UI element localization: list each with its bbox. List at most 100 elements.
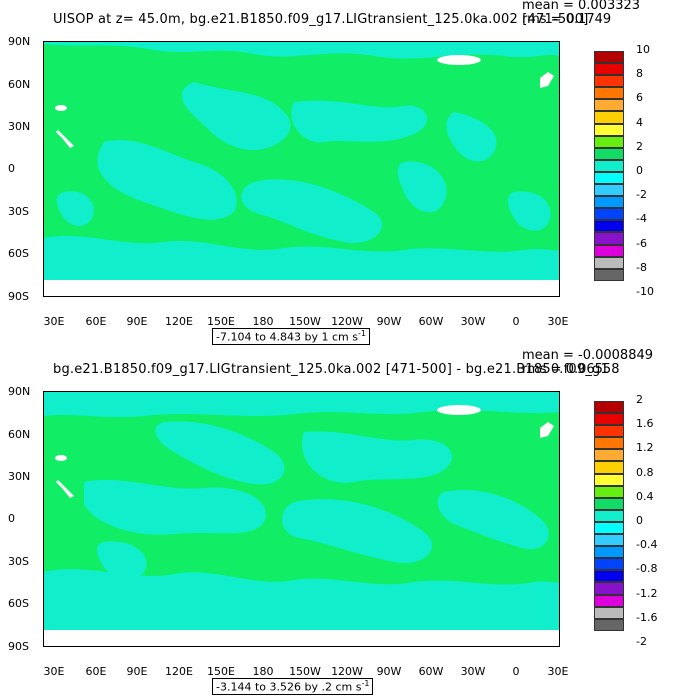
colorbar-swatch bbox=[594, 485, 624, 498]
colorbar-tick-label: 1.6 bbox=[636, 417, 654, 431]
colorbar-tick-label: -6 bbox=[636, 236, 647, 250]
lon-label: 150W bbox=[289, 315, 321, 328]
lat-label: 30N bbox=[8, 120, 31, 133]
lon-label: 0 bbox=[512, 315, 520, 328]
map-panel-difference: bg.e21.B1850.f09_g17.LIGtransient_125.0k… bbox=[0, 348, 700, 700]
colorbar-swatch bbox=[594, 256, 624, 269]
colorbar-tick-label: -4 bbox=[636, 212, 647, 226]
lon-label: 90W bbox=[376, 665, 402, 678]
lon-label: 30E bbox=[43, 665, 65, 678]
colorbar-swatch bbox=[594, 449, 624, 462]
colorbar-tick-label: 0.8 bbox=[636, 465, 654, 479]
colorbar-swatch bbox=[594, 123, 624, 136]
lat-label: 30N bbox=[8, 470, 31, 483]
lat-label: 60N bbox=[8, 78, 31, 91]
map-plot-area bbox=[43, 391, 560, 647]
panel-title: bg.e21.B1850.f09_g17.LIGtransient_125.0k… bbox=[53, 362, 609, 377]
colorbar-tick-label: -10 bbox=[636, 285, 654, 298]
colorbar-tick-label: 2 bbox=[636, 393, 643, 406]
lon-label: 180 bbox=[252, 665, 274, 678]
lon-label: 120W bbox=[331, 315, 363, 328]
field-map bbox=[44, 42, 559, 296]
lon-label: 30E bbox=[547, 315, 569, 328]
lat-label: 90N bbox=[8, 385, 31, 398]
lon-label: 0 bbox=[512, 665, 520, 678]
colorbar-swatch bbox=[594, 425, 624, 438]
lat-label: 30S bbox=[8, 555, 29, 568]
colorbar-tick-label: 0 bbox=[636, 514, 643, 527]
colorbar-tick-label: 0.4 bbox=[636, 489, 654, 503]
colorbar-swatch bbox=[594, 232, 624, 245]
lon-label: 150E bbox=[207, 315, 235, 328]
colorbar-tick-label: 4 bbox=[636, 115, 643, 129]
lat-label: 60S bbox=[8, 597, 29, 610]
colorbar-swatch bbox=[594, 461, 624, 474]
colorbar-tick-label: 2 bbox=[636, 139, 643, 153]
colorbar-swatch bbox=[594, 63, 624, 76]
colorbar-swatch bbox=[594, 401, 624, 414]
colorbar-swatch bbox=[594, 521, 624, 535]
colorbar-tick-label: 0 bbox=[636, 164, 643, 177]
lat-label: 0 bbox=[8, 162, 15, 175]
colorbar-swatch bbox=[594, 147, 624, 160]
colorbar-swatch bbox=[594, 51, 624, 64]
lon-label: 150E bbox=[207, 665, 235, 678]
lon-label: 60E bbox=[85, 665, 107, 678]
field-map bbox=[44, 392, 559, 646]
colorbar-swatch bbox=[594, 437, 624, 450]
mean-stat: mean = 0.003323 bbox=[522, 0, 641, 13]
colorbar-tick-label: 8 bbox=[636, 67, 643, 81]
rms-stat: rms = 0.06558 bbox=[522, 362, 620, 377]
lat-label: 60S bbox=[8, 247, 29, 260]
lon-label: 60W bbox=[418, 315, 444, 328]
colorbar-swatch bbox=[594, 413, 624, 426]
contour-range-label: -7.104 to 4.843 by 1 cm s-1 bbox=[212, 328, 370, 345]
colorbar-swatch bbox=[594, 75, 624, 88]
colorbar-swatch bbox=[594, 558, 624, 571]
colorbar-swatch bbox=[594, 534, 624, 547]
colorbar-swatch bbox=[594, 497, 624, 510]
colorbar-swatch bbox=[594, 135, 624, 148]
lat-label: 90S bbox=[8, 640, 29, 653]
colorbar bbox=[594, 51, 624, 281]
lat-label: 90N bbox=[8, 35, 31, 48]
colorbar-swatch bbox=[594, 196, 624, 209]
colorbar-tick-label: 6 bbox=[636, 91, 643, 105]
lon-label: 120W bbox=[331, 665, 363, 678]
map-panel-uisop: UISOP at z= 45.0m, bg.e21.B1850.f09_g17.… bbox=[8, 0, 654, 345]
rms-stat: rms = 0.1749 bbox=[522, 12, 612, 27]
colorbar-tick-label: -0.8 bbox=[636, 562, 658, 576]
lon-label: 90W bbox=[376, 315, 402, 328]
mean-stat: mean = -0.0008849 bbox=[522, 348, 654, 363]
colorbar-swatch bbox=[594, 546, 624, 559]
lat-label: 0 bbox=[8, 512, 15, 525]
lon-label: 120E bbox=[165, 315, 193, 328]
lon-label: 30E bbox=[43, 315, 65, 328]
colorbar-swatch bbox=[594, 99, 624, 112]
colorbar-tick-label: -1.6 bbox=[636, 610, 658, 624]
lat-label: 90S bbox=[8, 290, 29, 303]
lon-label: 150W bbox=[289, 665, 321, 678]
colorbar-swatch bbox=[594, 159, 624, 172]
colorbar-swatch bbox=[594, 594, 624, 607]
colorbar bbox=[594, 401, 624, 631]
lon-label: 60W bbox=[418, 665, 444, 678]
colorbar-tick-label: -8 bbox=[636, 260, 647, 274]
colorbar-swatch bbox=[594, 509, 624, 522]
contour-range-label: -3.144 to 3.526 by .2 cm s-1 bbox=[212, 678, 374, 695]
map-plot-area bbox=[43, 41, 560, 297]
colorbar-tick-label: -2 bbox=[636, 635, 647, 648]
lat-label: 30S bbox=[8, 205, 29, 218]
colorbar-tick-label: -0.4 bbox=[636, 538, 658, 552]
colorbar-swatch bbox=[594, 184, 624, 197]
lon-label: 180 bbox=[252, 315, 274, 328]
colorbar-swatch bbox=[594, 582, 624, 595]
colorbar-swatch bbox=[594, 473, 624, 486]
colorbar-swatch bbox=[594, 570, 624, 583]
colorbar-swatch bbox=[594, 244, 624, 257]
lon-label: 60E bbox=[85, 315, 107, 328]
colorbar-swatch bbox=[594, 208, 624, 221]
colorbar-swatch bbox=[594, 606, 624, 619]
lat-label: 60N bbox=[8, 428, 31, 441]
panel-title: UISOP at z= 45.0m, bg.e21.B1850.f09_g17.… bbox=[53, 12, 589, 27]
